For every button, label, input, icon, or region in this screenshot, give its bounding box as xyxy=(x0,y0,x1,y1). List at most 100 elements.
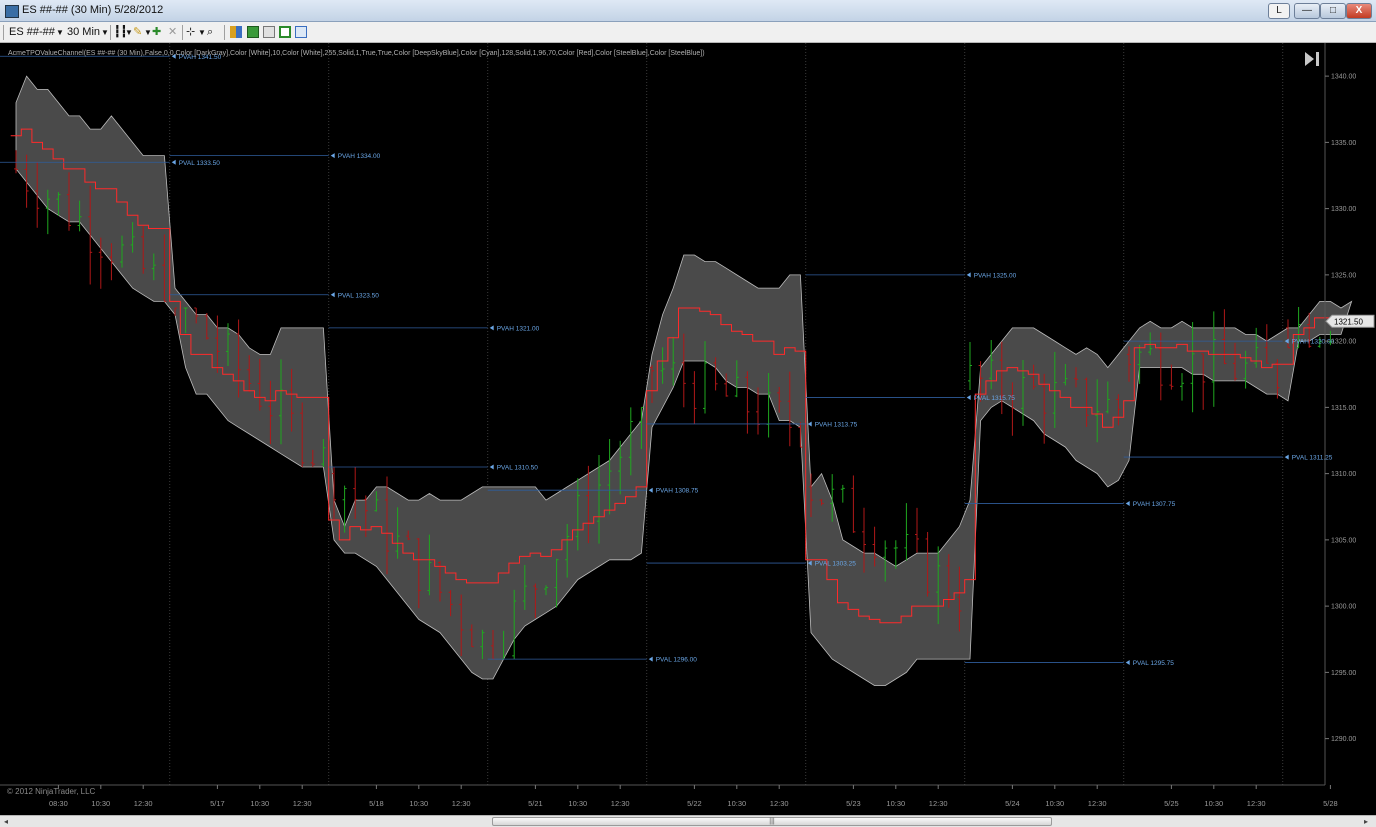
time-tick-label: 10:30 xyxy=(727,799,746,808)
level-arrow-icon xyxy=(807,421,812,427)
scroll-left-arrow-icon[interactable]: ◂ xyxy=(4,817,9,826)
interval-selector[interactable]: 30 Min xyxy=(67,26,101,38)
level-label: PVAL 1311.25 xyxy=(1292,455,1333,462)
time-axis[interactable]: 08:30 10:30 12:30 5/17 10:30 12:30 5/18 10:30 12… xyxy=(49,785,1338,808)
chart-toolbar: ES ##-## ▼ 30 Min ▼ ┇┇ ▼ ✎ ▼ ✚ ✕ ⊹ ▼ ⌕ xyxy=(0,22,1376,43)
scroll-end-bar-icon[interactable] xyxy=(1316,52,1319,66)
indicator-label: AcmeTPOValueChannel(ES ##-## (30 Min),Fa… xyxy=(8,50,705,57)
price-tick-label: 1335.00 xyxy=(1331,140,1356,147)
level-arrow-icon xyxy=(1284,338,1289,344)
properties-icon[interactable] xyxy=(279,26,291,38)
remove-drawing-icon[interactable]: ✕ xyxy=(168,26,178,38)
level-arrow-icon xyxy=(330,292,335,298)
level-label: PVAH 1313.75 xyxy=(815,421,858,428)
add-indicator-icon[interactable]: ✚ xyxy=(152,26,162,38)
price-tick-label: 1315.00 xyxy=(1331,405,1356,412)
price-bars xyxy=(14,150,1333,660)
toolbar-separator xyxy=(224,25,225,40)
time-tick-label: 10:30 xyxy=(568,799,587,808)
time-tick-label: 12:30 xyxy=(452,799,471,808)
time-tick-label: 12:30 xyxy=(770,799,789,808)
level-arrow-icon xyxy=(807,560,812,566)
level-arrow-icon xyxy=(1125,500,1130,506)
level-arrow-icon xyxy=(966,394,971,400)
level-arrow-icon xyxy=(1125,659,1130,665)
time-tick-label: 08:30 xyxy=(49,799,68,808)
time-tick-label: 12:30 xyxy=(929,799,948,808)
vpoc-path xyxy=(10,128,1347,624)
app-icon xyxy=(5,5,19,18)
time-tick-label: 5/28 xyxy=(1323,799,1338,808)
time-tick-label: 10:30 xyxy=(1204,799,1223,808)
price-tick-label: 1330.00 xyxy=(1331,206,1356,213)
toolbar-grip[interactable] xyxy=(3,25,4,40)
scroll-to-end-button[interactable] xyxy=(1305,52,1319,66)
chart-background xyxy=(0,43,1376,815)
draw-tool-icon[interactable]: ✎ xyxy=(133,26,143,38)
indicators-icon[interactable] xyxy=(230,26,242,38)
level-label: PVAH 1320.00 xyxy=(1292,339,1335,346)
level-label: PVAH 1307.75 xyxy=(1133,501,1176,508)
time-tick-label: 5/18 xyxy=(369,799,384,808)
window-title: ES ##-## (30 Min) 5/28/2012 xyxy=(22,4,164,16)
time-tick-label: 5/23 xyxy=(846,799,861,808)
scroll-end-arrow-icon[interactable] xyxy=(1305,52,1314,66)
title-bar: ES ##-## (30 Min) 5/28/2012 L — □ X xyxy=(0,0,1376,22)
strategies-icon[interactable] xyxy=(247,26,259,38)
price-tick-label: 1340.00 xyxy=(1331,74,1356,81)
chart-trader-icon[interactable] xyxy=(295,26,307,38)
copyright-text: © 2012 NinjaTrader, LLC xyxy=(7,787,96,796)
time-tick-label: 12:30 xyxy=(611,799,630,808)
time-tick-label: 5/21 xyxy=(528,799,543,808)
level-label: PVAL 1303.25 xyxy=(815,561,857,568)
price-tick-label: 1325.00 xyxy=(1331,272,1356,279)
interval-dropdown-icon[interactable]: ▼ xyxy=(101,28,109,37)
price-tick-label: 1295.00 xyxy=(1331,670,1356,677)
time-tick-label: 5/24 xyxy=(1005,799,1020,808)
time-tick-label: 10:30 xyxy=(91,799,110,808)
scrollbar-thumb[interactable]: ||| xyxy=(492,817,1052,826)
bar-type-dropdown-icon[interactable]: ▼ xyxy=(125,28,133,37)
current-price-tag: 1321.50 xyxy=(1325,314,1375,328)
price-axis[interactable]: 1340.00 1335.00 1330.00 1325.00 1320.00 1315.… xyxy=(1325,74,1356,744)
level-label: PVAH 1321.00 xyxy=(497,325,540,332)
level-label: PVAH 1325.00 xyxy=(974,272,1017,279)
data-box-icon[interactable] xyxy=(263,26,275,38)
vpoc-line xyxy=(10,128,1347,624)
price-tick-label: 1305.00 xyxy=(1331,537,1356,544)
level-arrow-icon xyxy=(1284,454,1289,460)
draw-tool-dropdown-icon[interactable]: ▼ xyxy=(144,28,152,37)
close-button[interactable]: X xyxy=(1346,3,1372,19)
minimize-button[interactable]: — xyxy=(1294,3,1320,19)
price-chart[interactable]: PVAH 1341.50 PVAL 1333.50 PVAH 1334.00 PVAL… xyxy=(0,43,1376,815)
price-tick-label: 1310.00 xyxy=(1331,471,1356,478)
price-tick-label: 1290.00 xyxy=(1331,736,1356,743)
link-button[interactable]: L xyxy=(1268,3,1290,19)
scroll-right-arrow-icon[interactable]: ▸ xyxy=(1364,817,1369,826)
level-label: PVAH 1308.75 xyxy=(656,488,699,495)
level-label: PVAH 1334.00 xyxy=(338,153,381,160)
crosshair-dropdown-icon[interactable]: ▼ xyxy=(198,28,206,37)
level-arrow-icon xyxy=(489,464,494,470)
instrument-dropdown-icon[interactable]: ▼ xyxy=(56,28,64,37)
level-arrow-icon xyxy=(330,153,335,159)
time-tick-label: 12:30 xyxy=(1088,799,1107,808)
time-tick-label: 10:30 xyxy=(886,799,905,808)
current-price-marker xyxy=(1325,314,1375,328)
level-arrow-icon xyxy=(966,272,971,278)
time-tick-label: 12:30 xyxy=(293,799,312,808)
bar-type-icon[interactable]: ┇┇ xyxy=(114,26,128,38)
level-label: PVAL 1310.50 xyxy=(497,465,539,472)
price-tick-label: 1300.00 xyxy=(1331,604,1356,611)
level-label: PVAL 1323.50 xyxy=(338,292,380,299)
level-arrow-icon xyxy=(648,487,653,493)
instrument-selector[interactable]: ES ##-## xyxy=(9,26,55,38)
level-label: PVAL 1315.75 xyxy=(974,395,1016,402)
time-tick-label: 10:30 xyxy=(250,799,269,808)
maximize-button[interactable]: □ xyxy=(1320,3,1346,19)
time-tick-label: 10:30 xyxy=(1045,799,1064,808)
zoom-icon[interactable]: ⌕ xyxy=(207,26,214,38)
crosshair-icon[interactable]: ⊹ xyxy=(186,26,196,38)
value-area-levels: PVAH 1341.50 PVAL 1333.50 PVAH 1334.00 PVAL… xyxy=(0,53,1335,667)
horizontal-scrollbar[interactable]: ◂ ||| ▸ xyxy=(0,815,1376,827)
